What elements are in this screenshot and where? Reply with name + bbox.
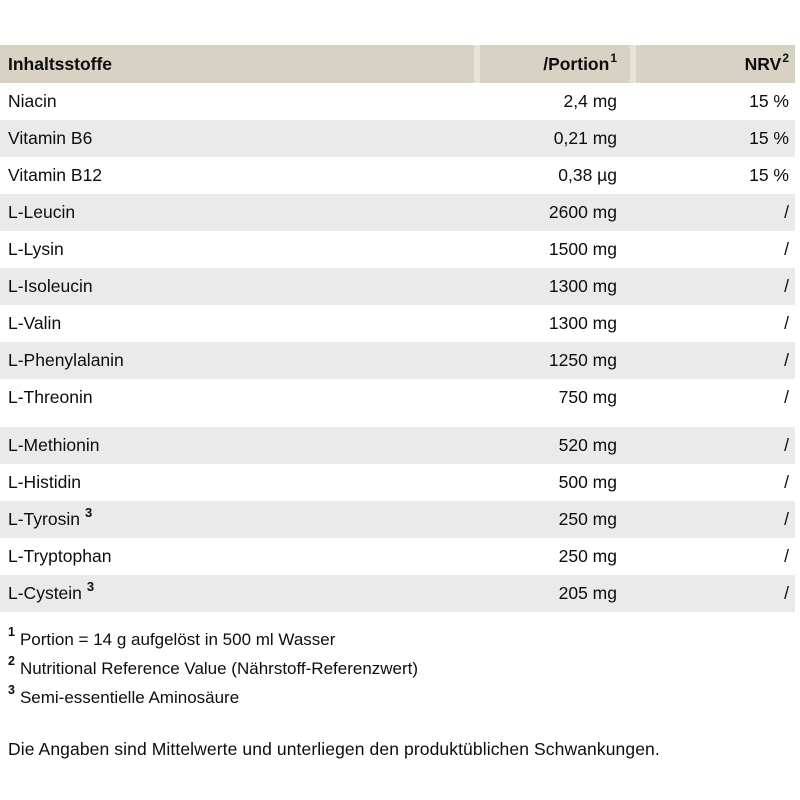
- ingredient-name-cell: L-Cystein 3: [8, 579, 95, 603]
- footnote-ref: 3: [84, 505, 93, 521]
- table-row: L-Histidin 500 mg /: [0, 464, 795, 501]
- table-row: L-Lysin 1500 mg /: [0, 231, 795, 268]
- table-row: L-Phenylalanin 1250 mg /: [0, 342, 795, 379]
- nrv-cell: /: [784, 509, 789, 529]
- table-row: L-Leucin 2600 mg /: [0, 194, 795, 231]
- table-row: L-Isoleucin 1300 mg /: [0, 268, 795, 305]
- header-ingredients: Inhaltsstoffe: [8, 53, 113, 74]
- table-row: L-Threonin 750 mg /: [0, 379, 795, 416]
- nrv-cell: /: [784, 546, 789, 566]
- amount-cell: 250 mg: [558, 509, 617, 529]
- amount-cell: 1300 mg: [548, 313, 617, 333]
- amount-cell: 2,4 mg: [563, 91, 618, 111]
- amount-cell: 0,21 mg: [553, 128, 617, 148]
- nutrition-panel: Inhaltsstoffe /Portion1 NRV2 Niacin 2,4 …: [0, 45, 800, 760]
- table-row: Vitamin B12 0,38 µg 15 %: [0, 157, 795, 194]
- amount-cell: 0,38 µg: [558, 165, 617, 185]
- nrv-cell: /: [784, 276, 789, 296]
- table-row: L-Valin 1300 mg /: [0, 305, 795, 342]
- amount-cell: 1250 mg: [548, 350, 617, 370]
- nrv-cell: /: [784, 472, 789, 492]
- column-divider: [474, 45, 480, 83]
- ingredient-name-cell: L-Lysin: [8, 239, 64, 259]
- nrv-cell: /: [784, 239, 789, 259]
- footnote-ref-2: 2: [782, 50, 789, 65]
- amount-cell: 750 mg: [558, 387, 617, 407]
- ingredient-name-cell: L-Tyrosin 3: [8, 505, 93, 529]
- table-header: Inhaltsstoffe /Portion1 NRV2: [0, 45, 795, 83]
- header-portion-label: /Portion: [543, 53, 610, 74]
- footnote-ref-1: 1: [610, 50, 617, 65]
- column-divider: [630, 45, 636, 83]
- table-row: L-Cystein 3 205 mg /: [0, 575, 795, 612]
- ingredient-name-cell: L-Leucin: [8, 202, 76, 222]
- amount-cell: 205 mg: [558, 583, 617, 603]
- footnote-text: Semi-essentielle Aminosäure: [19, 688, 240, 707]
- footnote-marker: 2: [8, 654, 15, 669]
- ingredient-name-cell: Niacin: [8, 91, 57, 111]
- nrv-cell: /: [784, 202, 789, 222]
- disclaimer-text: Die Angaben sind Mittelwerte und unterli…: [8, 739, 660, 759]
- table-row: L-Tryptophan 250 mg /: [0, 538, 795, 575]
- nrv-cell: 15 %: [749, 165, 789, 185]
- ingredient-name-cell: L-Histidin: [8, 472, 81, 492]
- ingredient-name-cell: L-Threonin: [8, 387, 93, 407]
- nrv-cell: 15 %: [749, 91, 789, 111]
- nrv-cell: /: [784, 350, 789, 370]
- footnote-text: Portion = 14 g aufgelöst in 500 ml Wasse…: [19, 630, 336, 649]
- footnote-marker: 3: [8, 683, 15, 698]
- footnotes: 1 Portion = 14 g aufgelöst in 500 ml Wass…: [0, 625, 800, 712]
- footnote-text: Nutritional Reference Value (Nährstoff-R…: [19, 659, 419, 678]
- amount-cell: 250 mg: [558, 546, 617, 566]
- nrv-cell: /: [784, 387, 789, 407]
- footnote-marker: 1: [8, 625, 15, 640]
- nrv-cell: /: [784, 435, 789, 455]
- amount-cell: 2600 mg: [548, 202, 617, 222]
- section-gap: [0, 416, 795, 427]
- header-nrv: NRV2: [617, 50, 789, 75]
- table-row: L-Methionin 520 mg /: [0, 427, 795, 464]
- ingredient-name-cell: L-Isoleucin: [8, 276, 93, 296]
- nutrition-table: Inhaltsstoffe /Portion1 NRV2 Niacin 2,4 …: [0, 45, 795, 612]
- table-row: Niacin 2,4 mg 15 %: [0, 83, 795, 120]
- amount-cell: 520 mg: [558, 435, 617, 455]
- footnote-item: 3 Semi-essentielle Aminosäure: [8, 683, 800, 712]
- amount-cell: 1500 mg: [548, 239, 617, 259]
- nrv-cell: /: [784, 583, 789, 603]
- footnote-item: 2 Nutritional Reference Value (Nährstoff-…: [8, 654, 800, 683]
- table-row: Vitamin B6 0,21 mg 15 %: [0, 120, 795, 157]
- header-portion: /Portion1: [417, 50, 617, 75]
- ingredient-name-cell: L-Methionin: [8, 435, 100, 455]
- nrv-cell: /: [784, 313, 789, 333]
- table-body: Niacin 2,4 mg 15 % Vitamin B6 0,21 mg 15…: [0, 83, 795, 612]
- footnote-item: 1 Portion = 14 g aufgelöst in 500 ml Wass…: [8, 625, 800, 654]
- amount-cell: 500 mg: [558, 472, 617, 492]
- ingredient-name-cell: Vitamin B6: [8, 128, 93, 148]
- header-nrv-label: NRV: [744, 53, 782, 74]
- ingredient-name-cell: Vitamin B12: [8, 165, 103, 185]
- nrv-cell: 15 %: [749, 128, 789, 148]
- ingredient-name-cell: L-Valin: [8, 313, 62, 333]
- table-row: L-Tyrosin 3 250 mg /: [0, 501, 795, 538]
- ingredient-name-cell: L-Tryptophan: [8, 546, 112, 566]
- amount-cell: 1300 mg: [548, 276, 617, 296]
- footnote-ref: 3: [86, 579, 95, 595]
- ingredient-name-cell: L-Phenylalanin: [8, 350, 124, 370]
